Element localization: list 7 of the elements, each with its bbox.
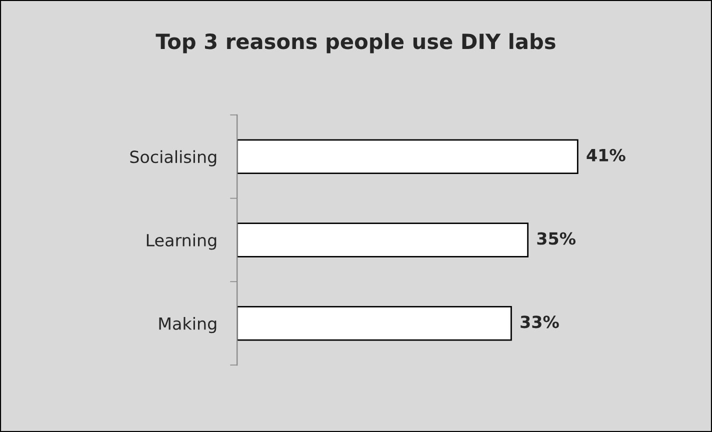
data-label: 33% bbox=[520, 316, 559, 328]
data-label: 35% bbox=[537, 232, 576, 245]
chart-title: Top 3 reasons people use DIY labs bbox=[156, 33, 556, 54]
y-tick-label: Socialising bbox=[130, 150, 216, 166]
data-label: 41% bbox=[586, 148, 626, 162]
y-tick-label: Learning bbox=[146, 234, 216, 250]
y-tick-label: Making bbox=[159, 317, 216, 334]
